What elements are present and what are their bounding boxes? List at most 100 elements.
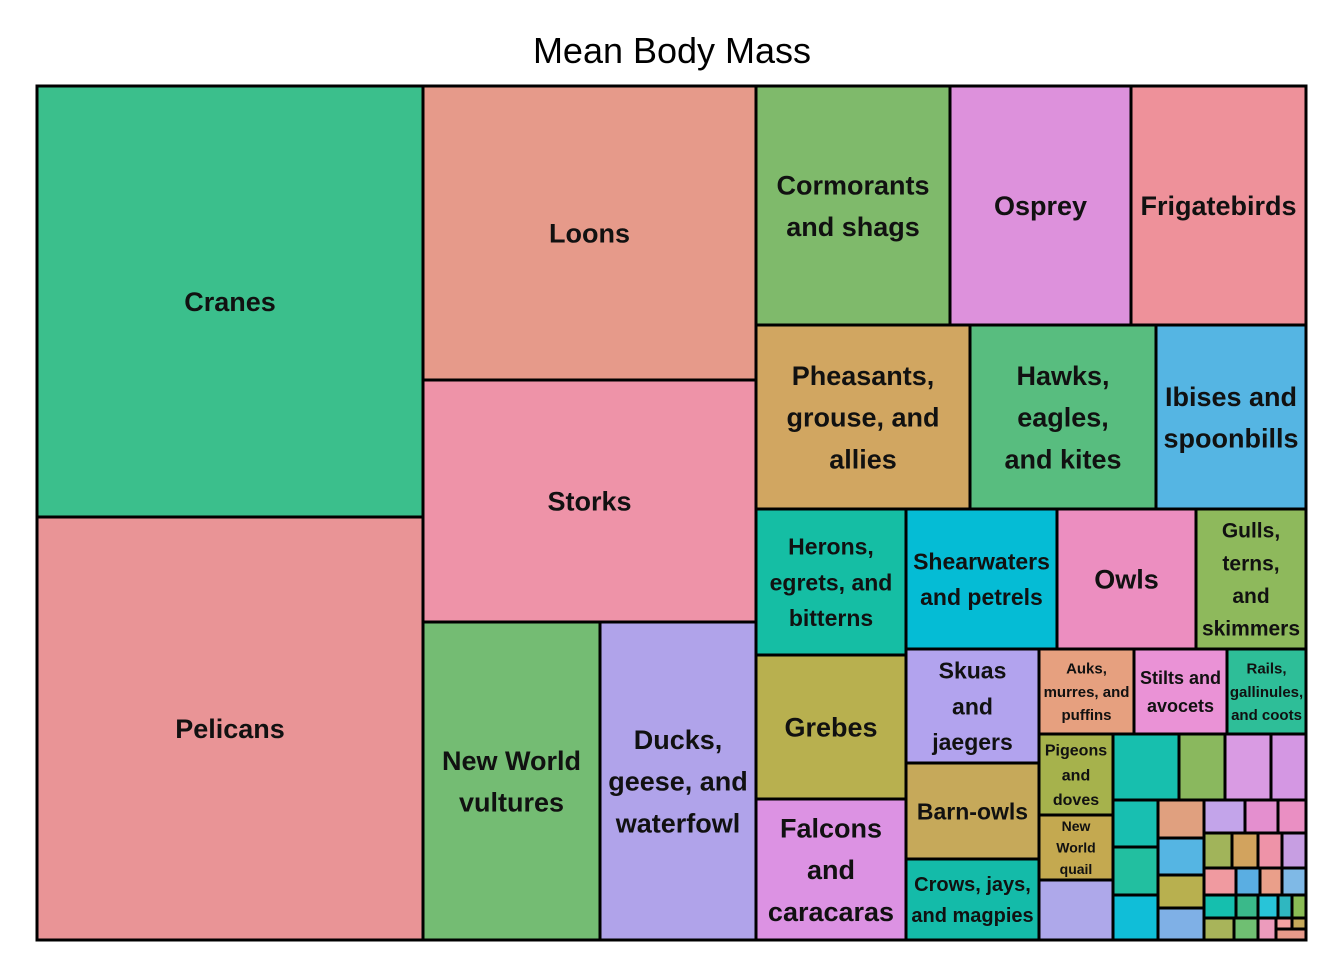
- tile-rect: [754, 84, 952, 327]
- tile-label: Pheasants, grouse, and allies: [786, 361, 939, 475]
- chart-title: Mean Body Mass: [532, 30, 812, 71]
- treemap-tile: Pelicans: [35, 515, 425, 942]
- treemap-tile: Rails, gallinules, and coots: [1225, 647, 1308, 736]
- tile-label: Storks: [547, 487, 631, 517]
- treemap-tile: Loons: [421, 84, 758, 382]
- tile-label: Frigatebirds: [1140, 191, 1296, 221]
- small-tile: [1280, 831, 1308, 870]
- tile-label: Herons, egrets, and bitterns: [770, 534, 893, 631]
- small-tile: [1243, 798, 1280, 835]
- small-tile: [1230, 831, 1260, 870]
- treemap-tile: Grebes: [754, 653, 908, 801]
- treemap-tile: Hawks, eagles, and kites: [968, 323, 1158, 511]
- small-tile: [1202, 916, 1236, 942]
- treemap-tile: Auks, murres, and puffins: [1037, 647, 1136, 736]
- treemap-tile: Pheasants, grouse, and allies: [754, 323, 972, 511]
- tile-label: Loons: [549, 219, 630, 249]
- tile-label: Shearwaters and petrels: [913, 548, 1050, 610]
- small-tile: [1156, 798, 1206, 840]
- small-tile: [1276, 798, 1308, 835]
- tile-rect: [754, 653, 908, 801]
- small-tile: [1156, 906, 1206, 942]
- tile-rect: [1129, 84, 1308, 327]
- tile-rect: [35, 515, 425, 942]
- tile-label: Crows, jays, and magpies: [911, 874, 1033, 927]
- tile-rect: [1037, 647, 1136, 736]
- treemap-tile: Cranes: [35, 84, 425, 519]
- tile-label: Ducks, geese, and waterfowl: [608, 725, 748, 839]
- small-tile: [1232, 916, 1260, 942]
- small-tile: [1202, 893, 1238, 920]
- small-tile: [1111, 732, 1181, 802]
- tile-label: Ibises and spoonbills: [1164, 382, 1299, 454]
- tile-label: Grebes: [784, 713, 877, 743]
- tile-label: Stilts and avocets: [1140, 668, 1221, 716]
- tile-rect: [1194, 507, 1308, 651]
- small-tile: [1290, 916, 1308, 931]
- tile-label: Falcons and caracaras: [768, 813, 894, 927]
- small-tile: [1223, 732, 1273, 802]
- tile-rect: [754, 797, 908, 942]
- small-tile: [1111, 893, 1160, 942]
- treemap-tile: Crows, jays, and magpies: [904, 857, 1041, 942]
- small-tile: [1202, 866, 1238, 897]
- small-tile: [1111, 845, 1160, 897]
- small-tile: [1256, 916, 1278, 942]
- small-tile: [1256, 831, 1284, 870]
- tile-label: Hawks, eagles, and kites: [1004, 361, 1121, 475]
- small-tile: [1234, 893, 1260, 920]
- treemap-tile: Falcons and caracaras: [754, 797, 908, 942]
- treemap-tile: New World quail: [1037, 813, 1115, 882]
- small-tile: [1258, 866, 1284, 897]
- tile-label: New World quail: [1056, 818, 1095, 877]
- tile-label: Pelicans: [175, 714, 285, 744]
- treemap-tile: Ibises and spoonbills: [1154, 323, 1308, 511]
- tile-rect: [754, 323, 972, 511]
- treemap-tile: Cormorants and shags: [754, 84, 952, 327]
- tile-label: Owls: [1094, 565, 1159, 595]
- small-tile: [1269, 732, 1308, 802]
- small-tile: [1202, 831, 1234, 870]
- small-tile: [1290, 893, 1308, 920]
- tile-rect: [968, 323, 1158, 511]
- small-tile: [1156, 836, 1206, 877]
- tile-label: Skuas and jaegers: [931, 658, 1013, 755]
- tile-label: Barn-owls: [917, 798, 1028, 824]
- treemap-tile: New World vultures: [421, 620, 602, 942]
- tile-rect: [1154, 323, 1308, 511]
- tile-rect: [421, 378, 758, 624]
- tile-rect: [904, 857, 1041, 942]
- treemap-tile: Owls: [1055, 507, 1198, 651]
- treemap-tile: Skuas and jaegers: [904, 647, 1041, 765]
- small-tile: [1256, 893, 1280, 920]
- tile-label: New World vultures: [442, 746, 581, 818]
- small-tile: [1037, 878, 1115, 942]
- small-tile: [1234, 866, 1262, 897]
- tile-label: Gulls, terns, and skimmers: [1202, 520, 1300, 641]
- treemap-tile: Osprey: [948, 84, 1133, 327]
- small-tile: [1111, 798, 1160, 849]
- tile-label: Pigeons and doves: [1045, 742, 1107, 809]
- tile-rect: [1132, 647, 1229, 736]
- small-tile: [1177, 732, 1227, 802]
- small-tile: [1280, 866, 1308, 897]
- small-tile: [1274, 916, 1294, 931]
- small-tile: [1274, 927, 1308, 942]
- treemap-tile: Barn-owls: [904, 761, 1041, 861]
- tile-label: Rails, gallinules, and coots: [1230, 661, 1303, 725]
- tile-label: Cranes: [184, 287, 276, 317]
- tile-rect: [1055, 507, 1198, 651]
- treemap-tile: Frigatebirds: [1129, 84, 1308, 327]
- small-tile: [1156, 873, 1206, 910]
- treemap-tile: Pigeons and doves: [1037, 732, 1115, 817]
- tile-rect: [948, 84, 1133, 327]
- treemap-tile: Storks: [421, 378, 758, 624]
- tile-rect: [904, 507, 1059, 651]
- tile-label: Osprey: [994, 191, 1087, 221]
- tile-rect: [35, 84, 425, 519]
- treemap-tile: Stilts and avocets: [1132, 647, 1229, 736]
- tile-rect: [754, 507, 908, 657]
- tile-rect: [421, 84, 758, 382]
- tile-label: Auks, murres, and puffins: [1044, 661, 1130, 725]
- treemap-tile: Ducks, geese, and waterfowl: [598, 620, 758, 942]
